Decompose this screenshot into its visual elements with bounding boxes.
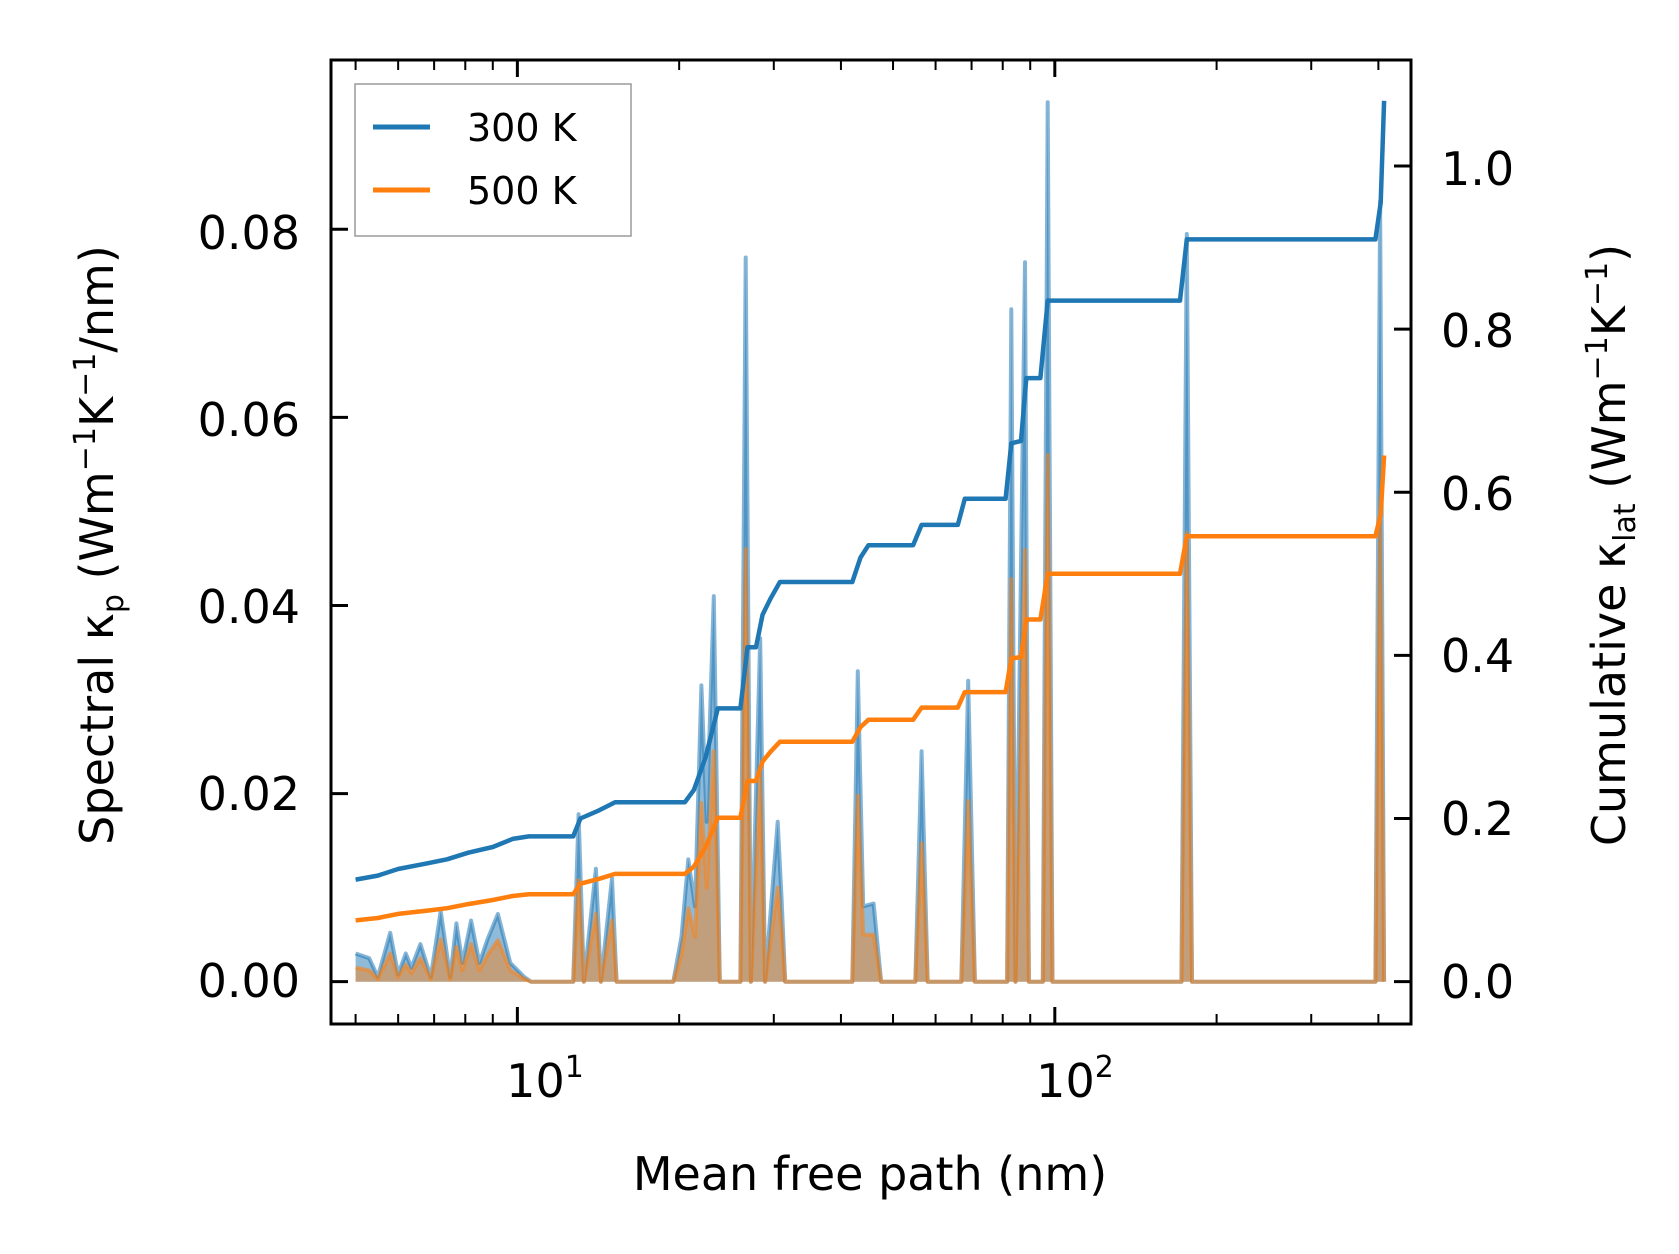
plot-frame <box>329 58 1413 1026</box>
legend-label-300k: 300 K <box>467 106 578 150</box>
left-tick-labels: 0.00 0.02 0.04 0.06 0.08 <box>198 206 300 1008</box>
x-tick-labels: 101 102 <box>506 1050 1114 1108</box>
ticks-layer <box>331 60 1411 1024</box>
left-tick-label: 0.00 <box>198 954 300 1008</box>
left-tick-label: 0.04 <box>198 580 300 634</box>
legend-frame <box>354 83 632 237</box>
x-axis-title: Mean free path (nm) <box>633 1147 1107 1201</box>
cumulative-layer <box>355 100 1387 923</box>
cumulative-line-300k <box>355 100 1387 882</box>
x-tick-label: 101 <box>506 1050 584 1108</box>
left-tick-label: 0.02 <box>198 767 300 821</box>
left-axis-title: Spectral κp (Wm−1K−1/nm) <box>68 245 131 845</box>
right-tick-label: 0.8 <box>1441 304 1514 358</box>
right-tick-label: 0.0 <box>1441 955 1514 1009</box>
right-tick-label: 1.0 <box>1441 142 1514 196</box>
cumulative-line-500k <box>355 455 1387 923</box>
right-tick-labels: 0.0 0.2 0.4 0.6 0.8 1.0 <box>1441 142 1514 1009</box>
left-tick-label: 0.06 <box>198 393 300 447</box>
legend-label-500k: 500 K <box>467 169 578 213</box>
left-tick-label: 0.08 <box>198 206 300 260</box>
spectral-layer <box>354 100 1387 984</box>
right-tick-label: 0.6 <box>1441 467 1514 521</box>
x-tick-label: 102 <box>1036 1050 1114 1108</box>
right-axis-title: Cumulative κlat (Wm−1K−1) <box>1580 244 1643 846</box>
legend: 300 K 500 K <box>354 83 632 237</box>
right-tick-label: 0.4 <box>1441 629 1514 683</box>
right-tick-label: 0.2 <box>1441 792 1514 846</box>
spectral-line-500k <box>355 453 1387 984</box>
